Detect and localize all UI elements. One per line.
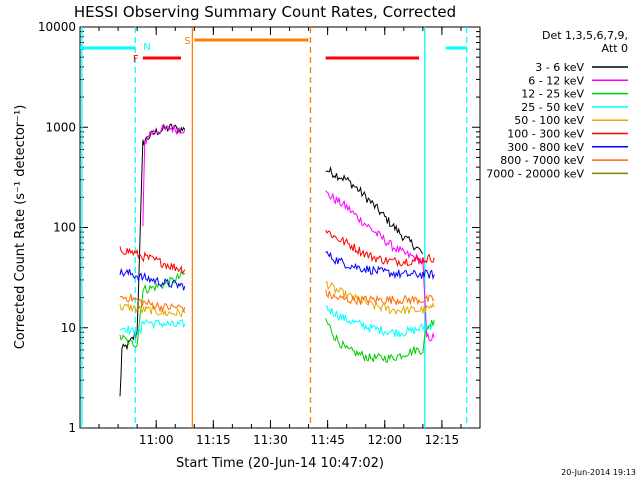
datestamp: 20-Jun-2014 19:13 — [561, 468, 636, 477]
legend-label: 12 - 25 keV — [521, 88, 584, 101]
series-line — [325, 229, 435, 268]
y-tick-label: 10 — [61, 321, 76, 335]
series-lines — [119, 123, 435, 397]
series-line — [325, 305, 435, 339]
legend-label: 25 - 50 keV — [521, 101, 584, 114]
state-bar-label: S — [184, 36, 190, 47]
series-line — [119, 123, 186, 397]
series-line — [119, 267, 186, 291]
legend-label: 3 - 6 keV — [535, 61, 584, 74]
series-line — [119, 246, 186, 275]
chart-title: HESSI Observing Summary Count Rates, Cor… — [74, 3, 456, 21]
legend-label: 100 - 300 keV — [507, 128, 584, 141]
legend-label: 300 - 800 keV — [507, 141, 584, 154]
series-line — [119, 318, 186, 338]
legend-label: 6 - 12 keV — [528, 74, 584, 87]
series-line — [119, 302, 186, 318]
series-line — [119, 293, 186, 313]
series-line — [325, 280, 435, 316]
legend-label: 7000 - 20000 keV — [486, 167, 584, 180]
state-bar-label: F — [133, 54, 139, 65]
axis-ticks: 1 10 100 1000 10000 11:00 11:15 11:30 11:45 12:00… — [38, 20, 481, 447]
y-tick-label: 10000 — [38, 20, 76, 34]
state-bars: NF S — [80, 36, 467, 65]
x-tick-label: 11:30 — [253, 433, 288, 447]
legend-title-line-1: Det 1,3,5,6,7,9, — [542, 29, 628, 42]
series-line — [119, 270, 186, 348]
x-tick-label: 12:15 — [425, 433, 460, 447]
series-line — [325, 250, 435, 281]
series-line — [142, 124, 186, 227]
series-line — [325, 165, 424, 254]
x-tick-label: 12:00 — [367, 433, 402, 447]
x-tick-label: 11:00 — [139, 433, 174, 447]
legend-label: 50 - 100 keV — [514, 114, 584, 127]
legend-title-line-2: Att 0 — [602, 42, 628, 55]
x-tick-label: 11:15 — [196, 433, 231, 447]
y-tick-label: 100 — [53, 221, 76, 235]
series-line — [325, 289, 435, 306]
y-axis-label: Corrected Count Rate (s⁻¹ detector⁻¹) — [13, 105, 28, 350]
x-axis-label: Start Time (20-Jun-14 10:47:02) — [176, 456, 384, 471]
x-tick-label: 11:45 — [310, 433, 345, 447]
state-vertical-lines — [81, 27, 468, 428]
y-tick-label: 1000 — [45, 120, 76, 134]
legend-label: 800 - 7000 keV — [500, 154, 584, 167]
y-tick-label: 1 — [68, 421, 76, 435]
state-bar-label: N — [143, 42, 150, 53]
series-line — [325, 317, 435, 363]
